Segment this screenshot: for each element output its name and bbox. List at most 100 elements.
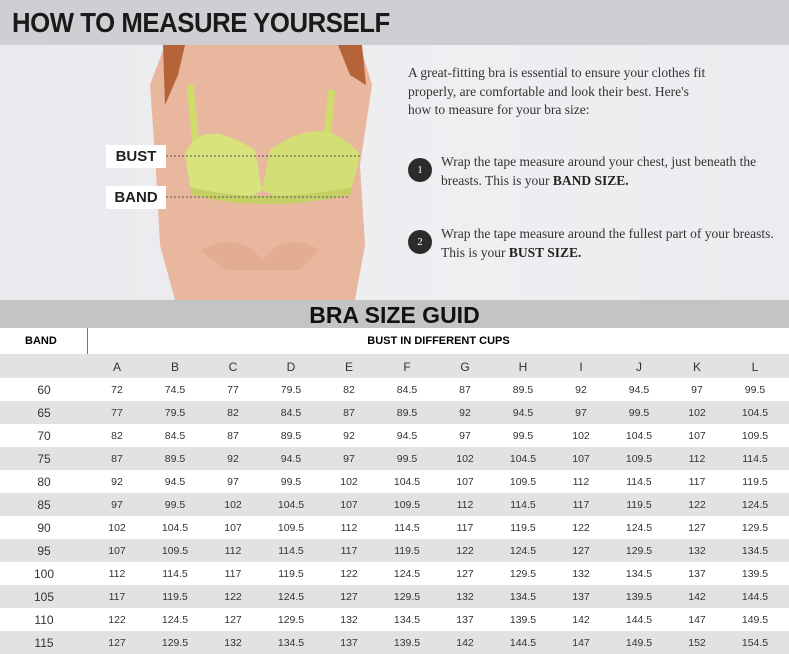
bust-cell: 124.5 xyxy=(277,590,305,603)
size-guide-title-bar: BRA SIZE GUID xyxy=(0,300,789,328)
bust-cell: 94.5 xyxy=(512,406,534,419)
bust-cell: 89.5 xyxy=(280,429,302,442)
cup-header-cell: D xyxy=(286,359,296,374)
bust-cell: 144.5 xyxy=(741,590,769,603)
bust-cell: 107 xyxy=(456,475,474,488)
bust-cell: 102 xyxy=(688,406,706,419)
bust-label: BUST xyxy=(106,145,166,168)
bust-cell: 97 xyxy=(575,406,587,419)
bust-cell: 89.5 xyxy=(396,406,418,419)
bust-cell: 102 xyxy=(340,475,358,488)
bust-cell: 117 xyxy=(456,521,474,534)
bust-cell: 114.5 xyxy=(742,452,768,465)
step-emphasis: BAND SIZE. xyxy=(552,172,629,188)
bust-cell: 82 xyxy=(227,406,239,419)
bust-cell: 137 xyxy=(456,613,474,626)
bust-cell: 74.5 xyxy=(164,383,186,396)
bust-cell: 99.5 xyxy=(280,475,302,488)
bust-cell: 94.5 xyxy=(164,475,186,488)
band-cell: 110 xyxy=(34,612,54,627)
band-cell: 115 xyxy=(34,635,54,650)
bust-cell: 119.5 xyxy=(742,475,768,488)
bust-cell: 152 xyxy=(688,636,706,649)
bust-cell: 112 xyxy=(224,544,242,557)
bust-cell: 127 xyxy=(224,613,242,626)
table-row: 115 127 129.5 132 134.5 137 139.5 142 144.5 147 14… xyxy=(0,631,789,654)
step-emphasis: BUST SIZE. xyxy=(508,244,582,260)
bust-cell: 127 xyxy=(572,544,590,557)
bust-cell: 87 xyxy=(111,452,123,465)
bust-cell: 122 xyxy=(224,590,242,603)
bust-cell: 104.5 xyxy=(509,452,537,465)
bust-cell: 147 xyxy=(572,636,590,649)
bust-cell: 124.5 xyxy=(625,521,653,534)
bust-cell: 134.5 xyxy=(625,567,653,580)
bust-cell: 89.5 xyxy=(512,383,534,396)
bust-cell: 79.5 xyxy=(164,406,186,419)
cups-row: A B C D E F G H I J K L xyxy=(0,355,789,378)
bust-cell: 117 xyxy=(572,498,590,511)
table-row: 110 122 124.5 127 129.5 132 134.5 137 139.5 142 14… xyxy=(0,608,789,631)
bust-cell: 89.5 xyxy=(164,452,186,465)
bust-cell: 107 xyxy=(224,521,242,534)
table-row: 95 107 109.5 112 114.5 117 119.5 122 124.5 127 129… xyxy=(0,539,789,562)
cup-header-cell: C xyxy=(228,359,238,374)
bust-cell: 117 xyxy=(224,567,242,580)
bust-cell: 99.5 xyxy=(628,406,650,419)
bust-cell: 99.5 xyxy=(396,452,418,465)
bust-cell: 147 xyxy=(688,613,706,626)
cup-header-cell: F xyxy=(403,359,411,374)
bust-cell: 129.5 xyxy=(741,521,769,534)
bust-cell: 122 xyxy=(108,613,126,626)
bust-cell: 117 xyxy=(688,475,706,488)
step-2: 2 Wrap the tape measure around the fulle… xyxy=(408,225,788,262)
bust-cell: 129.5 xyxy=(393,590,421,603)
cup-header-cell: I xyxy=(579,359,583,374)
band-cell: 90 xyxy=(37,520,51,535)
bust-cell: 134.5 xyxy=(741,544,769,557)
bust-cell: 154.5 xyxy=(741,636,769,649)
bust-cell: 142 xyxy=(572,613,590,626)
cup-header-cell: E xyxy=(344,359,353,374)
bust-cell: 109.5 xyxy=(161,544,189,557)
table-row: 70 82 84.5 87 89.5 92 94.5 97 99.5 102 104.5 107 109… xyxy=(0,424,789,447)
table-row: 60 72 74.5 77 79.5 82 84.5 87 89.5 92 94.5 97 99.5 xyxy=(0,378,789,401)
bust-cell: 142 xyxy=(688,590,706,603)
bust-cell: 127 xyxy=(108,636,126,649)
bust-cell: 122 xyxy=(456,544,474,557)
table-row: 100 112 114.5 117 119.5 122 124.5 127 129.5 132 13… xyxy=(0,562,789,585)
bust-cell: 79.5 xyxy=(280,383,302,396)
bust-cell: 92 xyxy=(111,475,123,488)
bust-cell: 119.5 xyxy=(162,590,188,603)
bust-cell: 92 xyxy=(227,452,239,465)
page-title: HOW TO MEASURE YOURSELF xyxy=(12,7,390,38)
bust-cell: 109.5 xyxy=(625,452,653,465)
size-table: BAND BUST IN DIFFERENT CUPS A B C D E F G H I J K L… xyxy=(0,328,789,654)
band-cell: 70 xyxy=(37,428,51,443)
band-cell: 75 xyxy=(37,451,51,466)
bust-cell: 84.5 xyxy=(396,383,418,396)
bust-cell: 144.5 xyxy=(509,636,537,649)
measure-section: BUST BAND A great-fitting bra is essenti… xyxy=(0,45,789,300)
band-cell: 80 xyxy=(37,474,51,489)
bust-cell: 107 xyxy=(108,544,126,557)
bust-cell: 114.5 xyxy=(394,521,420,534)
bust-cell: 94.5 xyxy=(628,383,650,396)
table-body: A B C D E F G H I J K L 60 72 74.5 77 79.5 82 84.5 87 89.5 92… xyxy=(0,355,789,654)
bust-cell: 104.5 xyxy=(161,521,189,534)
bust-cell: 109.5 xyxy=(741,429,769,442)
band-cell: 105 xyxy=(33,589,55,604)
bust-cell: 112 xyxy=(688,452,706,465)
bust-cell: 109.5 xyxy=(509,475,537,488)
bust-cell: 102 xyxy=(572,429,590,442)
bust-cell: 99.5 xyxy=(744,383,766,396)
bust-cell: 94.5 xyxy=(396,429,418,442)
band-header: BAND xyxy=(0,328,88,354)
bust-cell: 149.5 xyxy=(741,613,769,626)
bust-cell: 112 xyxy=(572,475,590,488)
bust-cell: 99.5 xyxy=(512,429,534,442)
band-cell: 65 xyxy=(37,405,51,420)
cup-header-cell: K xyxy=(692,359,701,374)
bust-cell: 139.5 xyxy=(509,613,537,626)
bust-cell: 119.5 xyxy=(626,498,652,511)
